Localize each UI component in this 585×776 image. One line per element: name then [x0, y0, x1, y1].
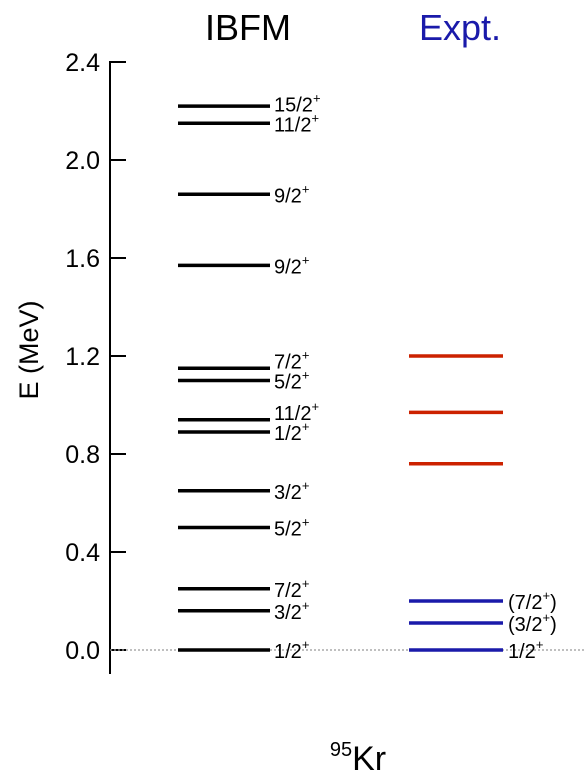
- y-axis-label: E (MeV): [14, 300, 44, 399]
- parity: +: [302, 419, 310, 434]
- nucleus-mass: 95: [330, 739, 352, 761]
- energy-levels: 1/2+3/2+7/2+5/2+3/2+1/2+11/2+5/2+7/2+9/2…: [178, 90, 557, 663]
- level-spin-label: (3/2+): [508, 610, 557, 636]
- level-spin-label: 7/2+: [274, 348, 309, 374]
- spin-value: 1/2: [508, 641, 536, 663]
- parity: +: [302, 252, 310, 267]
- close-paren: ): [550, 614, 557, 636]
- parity: +: [313, 90, 321, 105]
- level-spin-label: (7/2+): [508, 588, 557, 614]
- spin-value: 3/2: [274, 482, 302, 504]
- level-spin-label: 7/2+: [274, 576, 309, 602]
- level-spin-label: 15/2+: [274, 90, 321, 116]
- y-tick-label: 0.4: [65, 539, 100, 567]
- y-axis-ticks: 0.0 0.4 0.8 1.2 1.6 2.0 2.4: [65, 49, 126, 665]
- spin-value: 9/2: [274, 256, 302, 278]
- parity: +: [302, 368, 310, 383]
- nucleus-symbol: Kr: [352, 740, 386, 776]
- parity: +: [302, 181, 310, 196]
- level-spin-label: 1/2+: [274, 419, 309, 445]
- level-spin-label: 9/2+: [274, 181, 309, 207]
- spin-value: 1/2: [274, 641, 302, 663]
- parity: +: [536, 637, 544, 652]
- level-spin-label: 3/2+: [274, 598, 309, 624]
- y-tick-label: 2.4: [65, 49, 100, 77]
- parity: +: [311, 110, 319, 125]
- spin-value: 9/2: [274, 185, 302, 207]
- spin-value: 11/2: [274, 403, 311, 425]
- nucleus-label: 95Kr: [330, 739, 386, 776]
- y-tick-label: 0.0: [65, 637, 100, 665]
- spin-value: 7/2: [274, 580, 302, 602]
- spin-value: 3/2: [274, 602, 302, 624]
- spin-value: (3/2: [508, 614, 542, 636]
- parity: +: [302, 637, 310, 652]
- y-tick-label: 1.6: [65, 245, 100, 273]
- level-spin-label: 1/2+: [508, 637, 543, 663]
- y-tick-label: 1.2: [65, 343, 100, 371]
- spin-value: 5/2: [274, 372, 302, 394]
- level-spin-label: 1/2+: [274, 637, 309, 663]
- parity: +: [302, 576, 310, 591]
- close-paren: ): [550, 592, 557, 614]
- parity: +: [542, 588, 550, 603]
- level-spin-label: 9/2+: [274, 252, 309, 278]
- spin-value: 15/2: [274, 94, 313, 116]
- parity: +: [302, 515, 310, 530]
- y-tick-label: 2.0: [65, 147, 100, 175]
- parity: +: [542, 610, 550, 625]
- column-title-ibfm: IBFM: [205, 7, 291, 48]
- level-spin-label: 11/2+: [274, 399, 319, 425]
- y-tick-label: 0.8: [65, 441, 100, 469]
- level-spin-label: 5/2+: [274, 515, 309, 541]
- spin-value: (7/2: [508, 592, 542, 614]
- spin-value: 1/2: [274, 423, 302, 445]
- parity: +: [311, 399, 319, 414]
- spin-value: 5/2: [274, 519, 302, 541]
- spin-value: 11/2: [274, 114, 311, 136]
- spin-value: 7/2: [274, 352, 302, 374]
- level-spin-label: 3/2+: [274, 478, 309, 504]
- parity: +: [302, 348, 310, 363]
- parity: +: [302, 598, 310, 613]
- column-title-expt: Expt.: [419, 7, 501, 48]
- parity: +: [302, 478, 310, 493]
- level-spin-label: 11/2+: [274, 110, 319, 136]
- level-spin-label: 5/2+: [274, 368, 309, 394]
